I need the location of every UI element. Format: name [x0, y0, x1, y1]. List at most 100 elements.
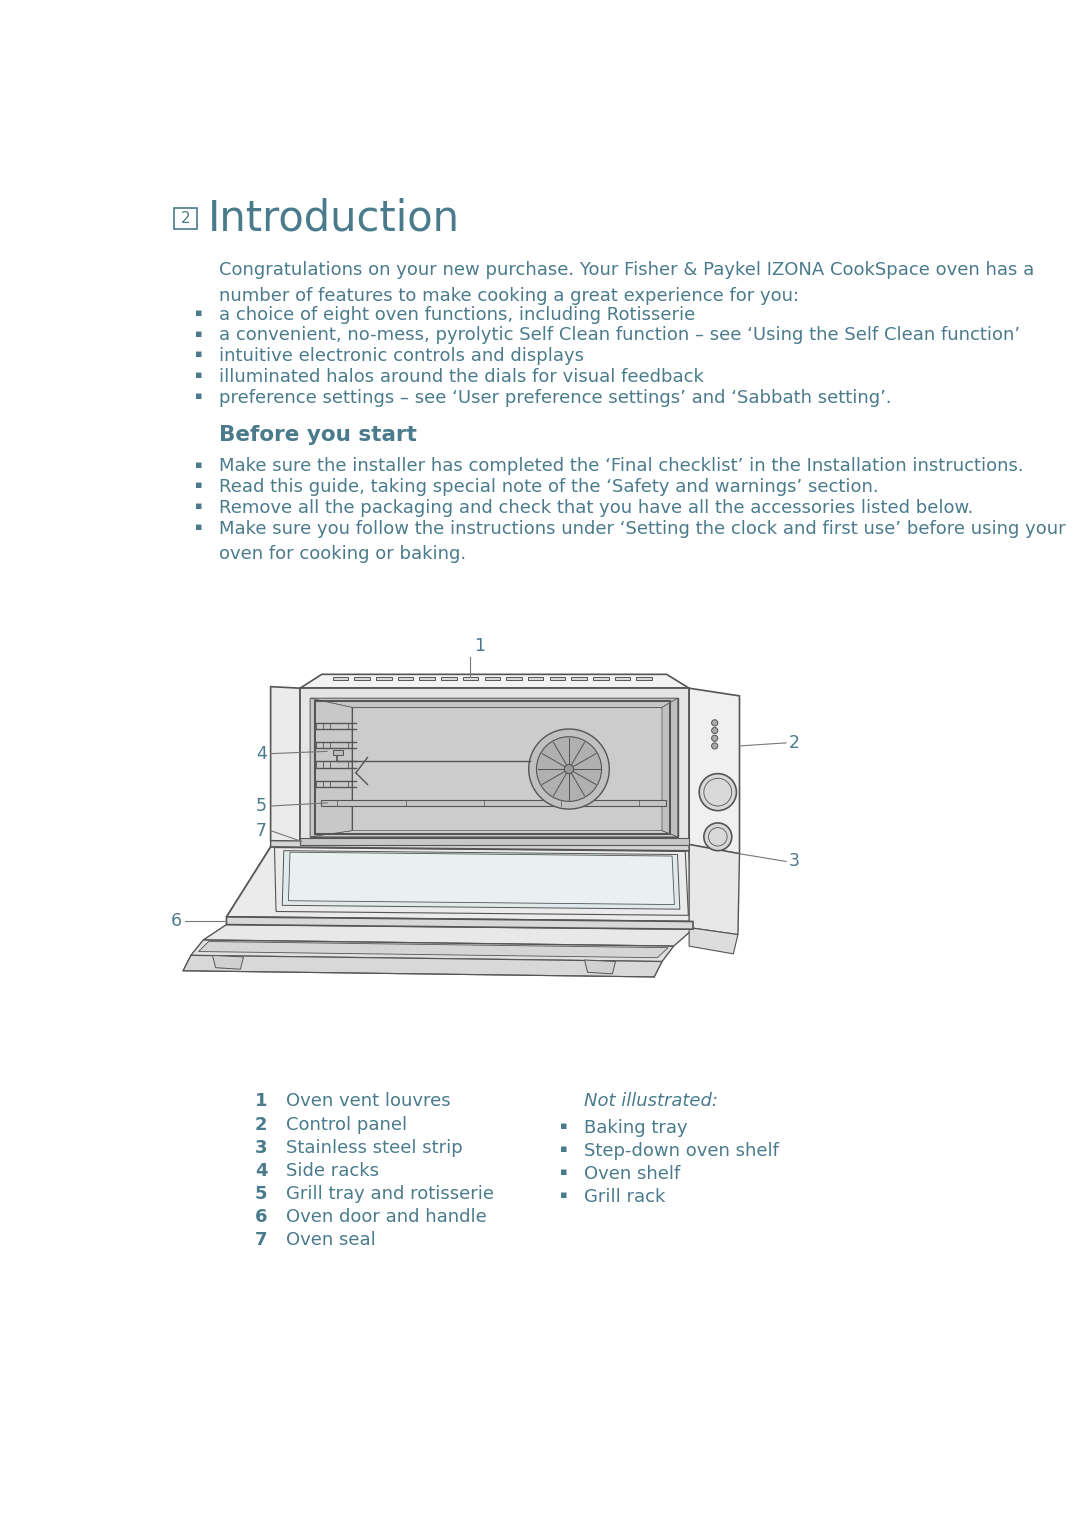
Polygon shape	[689, 844, 740, 935]
Text: 4: 4	[255, 1161, 268, 1180]
Polygon shape	[689, 928, 738, 954]
Text: ▪: ▪	[195, 328, 203, 339]
Text: ▪: ▪	[195, 308, 203, 317]
Polygon shape	[321, 800, 666, 806]
Circle shape	[712, 743, 718, 749]
Text: Step-down oven shelf: Step-down oven shelf	[584, 1141, 780, 1160]
Text: Grill rack: Grill rack	[584, 1187, 666, 1206]
Circle shape	[712, 720, 718, 726]
Polygon shape	[397, 677, 414, 680]
Polygon shape	[485, 677, 500, 680]
Text: Oven door and handle: Oven door and handle	[286, 1207, 487, 1226]
Polygon shape	[191, 941, 674, 962]
Text: illuminated halos around the dials for visual feedback: illuminated halos around the dials for v…	[218, 368, 703, 386]
Circle shape	[712, 728, 718, 734]
Text: Introduction: Introduction	[207, 198, 460, 239]
Text: preference settings – see ‘User preference settings’ and ‘Sabbath setting’.: preference settings – see ‘User preferen…	[218, 389, 891, 406]
Polygon shape	[441, 677, 457, 680]
Polygon shape	[300, 688, 689, 844]
Text: 3: 3	[255, 1138, 268, 1157]
Text: Oven seal: Oven seal	[286, 1232, 376, 1249]
Polygon shape	[333, 677, 348, 680]
Polygon shape	[689, 688, 740, 853]
Polygon shape	[636, 677, 652, 680]
Text: ▪: ▪	[195, 391, 203, 401]
Polygon shape	[507, 677, 522, 680]
Polygon shape	[310, 830, 677, 836]
Polygon shape	[550, 677, 565, 680]
Polygon shape	[463, 677, 478, 680]
Text: ▪: ▪	[195, 522, 203, 532]
Polygon shape	[352, 708, 662, 830]
Text: ▪: ▪	[559, 1144, 567, 1154]
Text: ▪: ▪	[195, 501, 203, 512]
Polygon shape	[199, 942, 669, 958]
Polygon shape	[227, 847, 693, 922]
Text: 2: 2	[788, 734, 799, 752]
Polygon shape	[227, 916, 693, 930]
Text: Control panel: Control panel	[286, 1115, 407, 1134]
Text: Read this guide, taking special note of the ‘Safety and warnings’ section.: Read this guide, taking special note of …	[218, 478, 878, 496]
Polygon shape	[333, 749, 342, 755]
Text: 2: 2	[255, 1115, 268, 1134]
Text: ▪: ▪	[195, 481, 203, 490]
Text: Baking tray: Baking tray	[584, 1118, 688, 1137]
Text: Congratulations on your new purchase. Your Fisher & Paykel IZONA CookSpace oven : Congratulations on your new purchase. Yo…	[218, 260, 1034, 305]
Circle shape	[699, 774, 737, 810]
Text: ▪: ▪	[195, 349, 203, 360]
Text: 1: 1	[255, 1092, 268, 1111]
Polygon shape	[354, 677, 369, 680]
Text: 3: 3	[788, 852, 799, 870]
Polygon shape	[615, 677, 631, 680]
Text: 5: 5	[256, 797, 267, 815]
Text: Oven shelf: Oven shelf	[584, 1164, 680, 1183]
Polygon shape	[310, 699, 677, 836]
Text: 7: 7	[256, 821, 267, 840]
Text: 5: 5	[255, 1184, 268, 1203]
Text: ▪: ▪	[559, 1190, 567, 1200]
Polygon shape	[300, 838, 689, 844]
Text: 7: 7	[255, 1232, 268, 1249]
Polygon shape	[584, 961, 616, 974]
Polygon shape	[282, 850, 679, 908]
Text: ▪: ▪	[559, 1167, 567, 1177]
Text: Stainless steel strip: Stainless steel strip	[286, 1138, 463, 1157]
Circle shape	[704, 823, 732, 850]
Text: Make sure the installer has completed the ‘Final checklist’ in the Installation : Make sure the installer has completed th…	[218, 457, 1024, 475]
Text: Not illustrated:: Not illustrated:	[584, 1092, 718, 1111]
Text: a choice of eight oven functions, including Rotisserie: a choice of eight oven functions, includ…	[218, 305, 694, 323]
Polygon shape	[203, 925, 693, 947]
Text: 6: 6	[171, 912, 181, 930]
Circle shape	[712, 735, 718, 741]
Polygon shape	[310, 699, 352, 836]
Circle shape	[537, 737, 602, 801]
Polygon shape	[376, 677, 392, 680]
Text: 2: 2	[180, 211, 190, 227]
Text: Oven vent louvres: Oven vent louvres	[286, 1092, 450, 1111]
Circle shape	[529, 729, 609, 809]
Text: ▪: ▪	[195, 460, 203, 469]
Polygon shape	[571, 677, 586, 680]
Text: Remove all the packaging and check that you have all the accessories listed belo: Remove all the packaging and check that …	[218, 499, 973, 516]
Text: 6: 6	[255, 1207, 268, 1226]
Bar	[174, 208, 197, 228]
Text: a convenient, no-mess, pyrolytic Self Clean function – see ‘Using the Self Clean: a convenient, no-mess, pyrolytic Self Cl…	[218, 326, 1020, 345]
Text: Before you start: Before you start	[218, 424, 417, 444]
Text: 4: 4	[256, 745, 267, 763]
Polygon shape	[662, 699, 677, 836]
Polygon shape	[593, 677, 608, 680]
Text: ▪: ▪	[195, 371, 203, 380]
Text: intuitive electronic controls and displays: intuitive electronic controls and displa…	[218, 348, 583, 365]
Polygon shape	[271, 686, 300, 843]
Polygon shape	[183, 956, 662, 977]
Polygon shape	[310, 699, 677, 708]
Text: Side racks: Side racks	[286, 1161, 379, 1180]
Polygon shape	[271, 841, 689, 850]
Polygon shape	[213, 956, 243, 970]
Text: ▪: ▪	[559, 1121, 567, 1131]
Polygon shape	[300, 674, 689, 688]
Polygon shape	[288, 852, 674, 904]
Polygon shape	[419, 677, 435, 680]
Text: Make sure you follow the instructions under ‘Setting the clock and first use’ be: Make sure you follow the instructions un…	[218, 519, 1065, 562]
Text: Grill tray and rotisserie: Grill tray and rotisserie	[286, 1184, 495, 1203]
